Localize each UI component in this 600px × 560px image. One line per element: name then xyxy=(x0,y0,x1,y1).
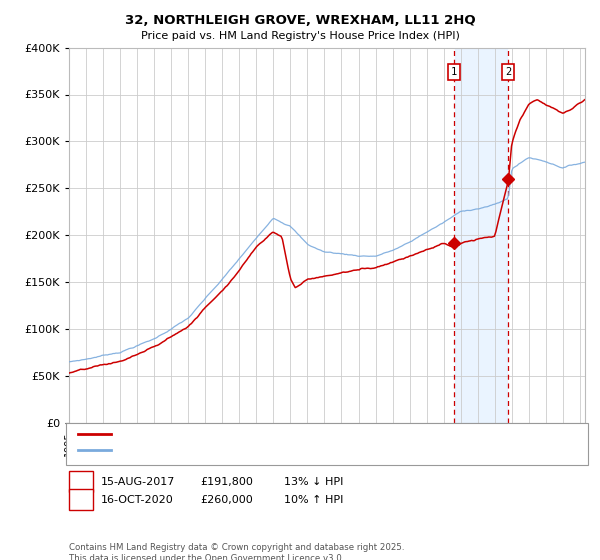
Text: HPI: Average price, detached house, Wrexham: HPI: Average price, detached house, Wrex… xyxy=(117,445,359,455)
Text: 13% ↓ HPI: 13% ↓ HPI xyxy=(284,477,343,487)
Text: 16-OCT-2020: 16-OCT-2020 xyxy=(101,494,173,505)
Text: 10% ↑ HPI: 10% ↑ HPI xyxy=(284,494,343,505)
Text: £260,000: £260,000 xyxy=(200,494,253,505)
Text: 1: 1 xyxy=(451,67,457,77)
Text: 2: 2 xyxy=(77,494,85,505)
Text: 2: 2 xyxy=(505,67,511,77)
Text: £191,800: £191,800 xyxy=(200,477,253,487)
Text: Contains HM Land Registry data © Crown copyright and database right 2025.
This d: Contains HM Land Registry data © Crown c… xyxy=(69,543,404,560)
Text: 32, NORTHLEIGH GROVE, WREXHAM, LL11 2HQ: 32, NORTHLEIGH GROVE, WREXHAM, LL11 2HQ xyxy=(125,14,475,27)
Text: 15-AUG-2017: 15-AUG-2017 xyxy=(101,477,175,487)
Text: 32, NORTHLEIGH GROVE, WREXHAM, LL11 2HQ (detached house): 32, NORTHLEIGH GROVE, WREXHAM, LL11 2HQ … xyxy=(117,429,458,439)
Text: Price paid vs. HM Land Registry's House Price Index (HPI): Price paid vs. HM Land Registry's House … xyxy=(140,31,460,41)
Text: 1: 1 xyxy=(77,477,85,487)
